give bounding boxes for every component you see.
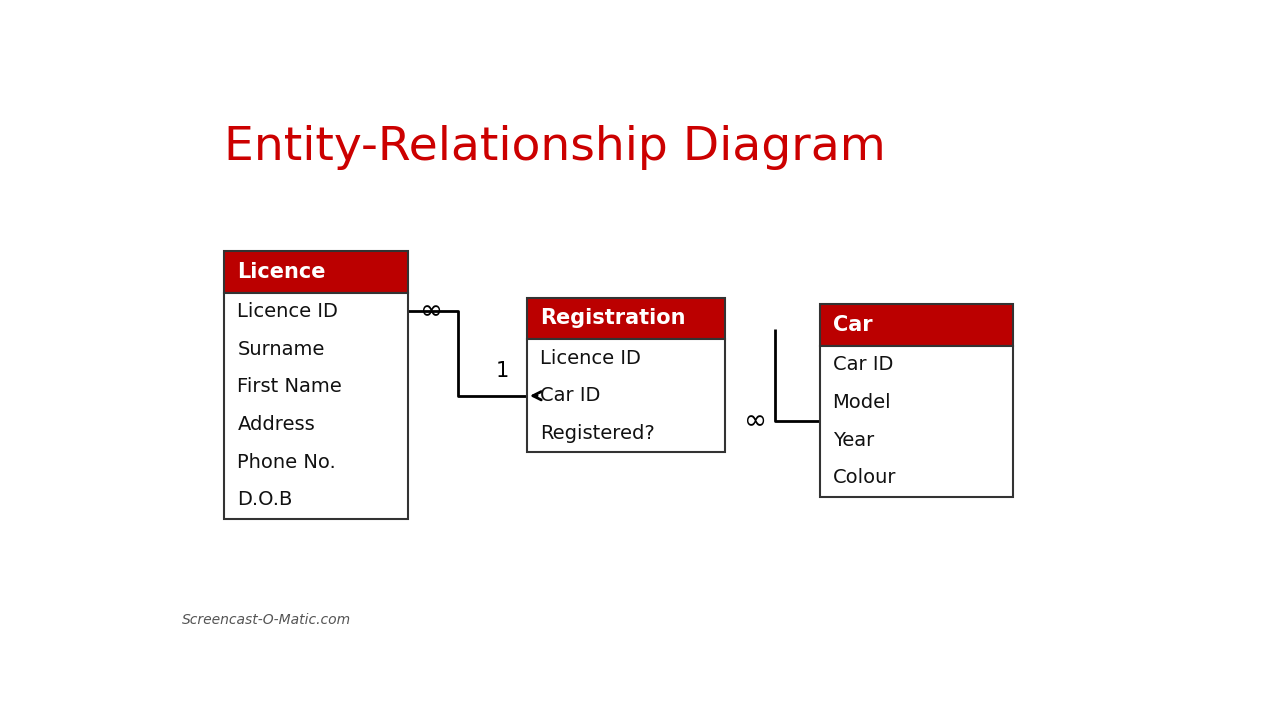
Text: Licence ID: Licence ID bbox=[237, 302, 338, 321]
Text: 1: 1 bbox=[495, 361, 509, 381]
Text: Licence: Licence bbox=[237, 262, 326, 282]
Text: Year: Year bbox=[832, 431, 874, 449]
Text: Entity-Relationship Diagram: Entity-Relationship Diagram bbox=[224, 125, 886, 170]
Text: Car: Car bbox=[832, 315, 872, 335]
Text: Address: Address bbox=[237, 415, 315, 434]
Text: ∞: ∞ bbox=[744, 408, 767, 436]
Polygon shape bbox=[819, 346, 1014, 497]
Text: First Name: First Name bbox=[237, 377, 342, 397]
Polygon shape bbox=[527, 297, 726, 339]
Polygon shape bbox=[819, 305, 1014, 346]
Text: Registered?: Registered? bbox=[540, 424, 654, 443]
Text: Phone No.: Phone No. bbox=[237, 453, 337, 472]
Polygon shape bbox=[224, 251, 408, 292]
Text: Licence ID: Licence ID bbox=[540, 348, 641, 367]
Text: Surname: Surname bbox=[237, 340, 325, 359]
Text: Colour: Colour bbox=[832, 468, 896, 487]
Text: D.O.B: D.O.B bbox=[237, 490, 293, 510]
Text: Model: Model bbox=[832, 393, 891, 412]
Text: Car ID: Car ID bbox=[832, 355, 893, 374]
Text: Screencast-O-Matic.com: Screencast-O-Matic.com bbox=[182, 613, 351, 627]
Text: Car ID: Car ID bbox=[540, 386, 600, 405]
Text: ∞: ∞ bbox=[420, 297, 443, 325]
Text: Registration: Registration bbox=[540, 308, 685, 328]
Polygon shape bbox=[224, 292, 408, 519]
Polygon shape bbox=[527, 339, 726, 452]
